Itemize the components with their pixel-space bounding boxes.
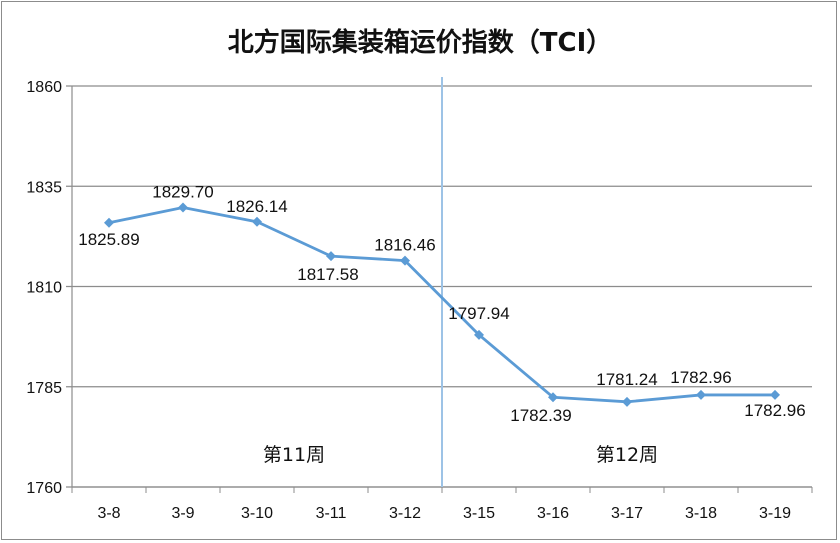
week-11-label: 第11周 (263, 444, 325, 466)
y-tick-label: 1810 (26, 280, 62, 297)
x-tick-label: 3-19 (759, 505, 791, 522)
y-tick-label: 1860 (26, 79, 62, 96)
series-line (108, 206, 775, 404)
data-label: 1817.58 (297, 265, 358, 284)
x-tick-label: 3-9 (171, 505, 194, 522)
data-point (474, 329, 484, 340)
x-tick-label: 3-8 (97, 505, 120, 522)
x-tick-label: 3-16 (537, 505, 569, 522)
data-label: 1782.39 (510, 406, 571, 425)
data-label: 1782.96 (670, 368, 731, 387)
y-tick-label: 1835 (26, 179, 62, 196)
data-point (104, 217, 114, 228)
data-point (696, 389, 706, 400)
data-label: 1816.46 (374, 236, 435, 255)
x-tick-label: 3-15 (463, 505, 495, 522)
data-label: 1797.94 (448, 304, 509, 323)
data-point (548, 392, 558, 403)
data-point (326, 251, 336, 262)
data-point (770, 389, 780, 400)
x-tick-label: 3-18 (685, 505, 717, 522)
y-tick-label: 1760 (26, 480, 62, 497)
y-tick-label: 1785 (26, 380, 62, 397)
x-tick-label: 3-11 (316, 505, 347, 522)
data-point (252, 216, 262, 227)
data-point (400, 255, 410, 266)
x-tick-label: 3-12 (389, 505, 421, 522)
data-label: 1829.70 (152, 183, 213, 202)
data-point (178, 202, 188, 213)
x-tick-label: 3-10 (241, 505, 273, 522)
data-label: 1782.96 (744, 401, 805, 420)
data-point (622, 396, 632, 407)
data-label: 1825.89 (78, 230, 139, 249)
data-label: 1826.14 (226, 197, 287, 216)
x-tick-label: 3-17 (611, 505, 643, 522)
week-12-label: 第12周 (596, 444, 658, 466)
chart-title: 北方国际集装箱运价指数（TCI） (227, 28, 613, 58)
data-label: 1781.24 (596, 370, 657, 389)
